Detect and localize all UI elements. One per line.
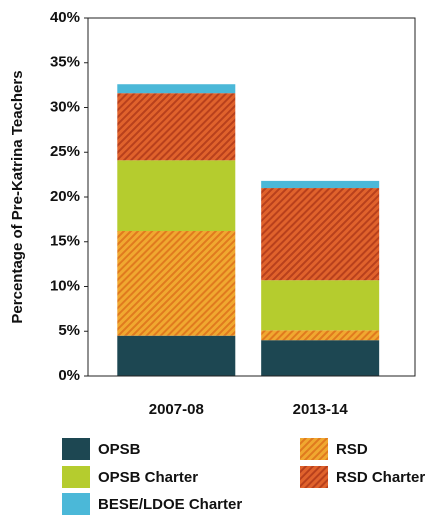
y-tick-label: 5% (58, 322, 80, 339)
bar-segment (117, 93, 236, 161)
x-tick-label: 2013-14 (293, 401, 349, 418)
legend-label: BESE/LDOE Charter (98, 496, 242, 513)
x-tick-label: 2007-08 (149, 401, 204, 418)
bar-segment (261, 188, 380, 281)
y-tick-label: 40% (50, 9, 80, 26)
y-axis-label: Percentage of Pre-Katrina Teachers (9, 70, 26, 323)
legend-swatch (62, 466, 90, 488)
y-tick-label: 0% (58, 367, 80, 384)
bar-segment (117, 231, 236, 336)
y-tick-label: 25% (50, 143, 80, 160)
bar-segment (261, 280, 380, 331)
bar-segment (261, 180, 380, 189)
y-tick-label: 10% (50, 277, 80, 294)
legend-swatch (62, 438, 90, 460)
bar-segment (117, 84, 236, 94)
plot-frame (87, 17, 416, 377)
y-tick-label: 20% (50, 188, 80, 205)
bar-segment (261, 330, 380, 341)
legend-label: RSD (336, 441, 368, 458)
y-tick-label: 30% (50, 98, 80, 115)
bar-segment (261, 340, 380, 376)
legend-label: RSD Charter (336, 469, 425, 486)
legend-swatch (300, 438, 328, 460)
bar-segment (117, 160, 236, 232)
legend-swatch (62, 493, 90, 515)
bar-segment (117, 335, 236, 376)
legend-swatch (300, 466, 328, 488)
legend-label: OPSB Charter (98, 469, 198, 486)
legend-label: OPSB (98, 441, 141, 458)
y-tick-label: 15% (50, 233, 80, 250)
y-tick-label: 35% (50, 54, 80, 71)
